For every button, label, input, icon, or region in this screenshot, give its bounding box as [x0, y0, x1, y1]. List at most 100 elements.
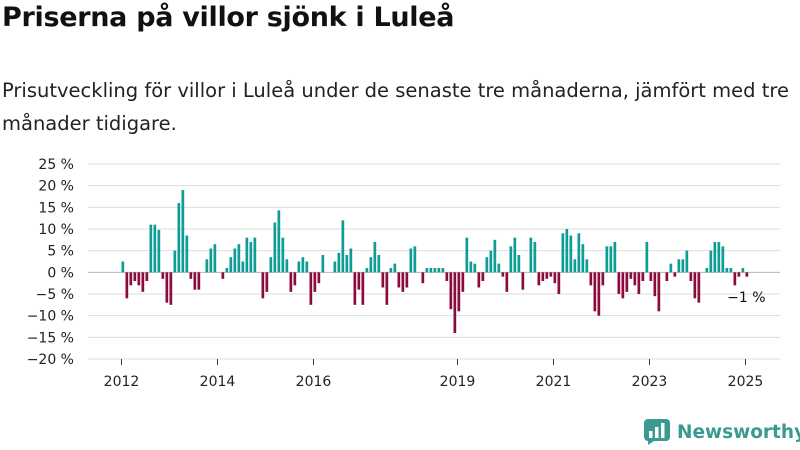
bar — [341, 220, 345, 273]
bar — [561, 233, 565, 273]
bar-chart: 25 % 20 % 15 % 10 % 5 % 0 % −5 % −10 % −15 % −20 … — [27, 157, 780, 390]
bar — [345, 255, 349, 273]
bar — [197, 272, 201, 290]
bar — [505, 272, 509, 292]
bar — [421, 272, 425, 284]
bar — [309, 272, 313, 305]
bar — [617, 272, 621, 294]
bar — [425, 268, 429, 273]
bar — [301, 257, 305, 273]
bar — [625, 272, 629, 292]
bar — [641, 272, 645, 281]
bar — [601, 272, 605, 286]
bar — [569, 235, 573, 273]
bar — [721, 246, 725, 273]
bar — [229, 257, 233, 273]
bar — [281, 237, 285, 273]
bar — [409, 248, 413, 273]
x-tick-label: 2014 — [200, 374, 236, 390]
bar — [593, 272, 597, 312]
bar — [261, 272, 265, 299]
bar — [337, 252, 341, 273]
bar — [449, 272, 453, 310]
bar — [557, 272, 561, 294]
bar — [677, 259, 681, 273]
bar — [413, 246, 417, 273]
bar — [305, 261, 309, 273]
bar — [589, 272, 593, 286]
bar — [609, 246, 613, 273]
last-value-label: −1 % — [727, 290, 765, 306]
bar — [441, 268, 445, 273]
y-tick-label: 15 % — [38, 200, 74, 216]
bar — [509, 246, 513, 273]
bar — [621, 272, 625, 299]
bar — [517, 255, 521, 273]
bar — [477, 272, 481, 288]
bar — [697, 272, 701, 303]
bar — [693, 272, 697, 299]
bar — [353, 272, 357, 305]
bar — [141, 272, 145, 292]
bar — [241, 261, 245, 273]
bar — [665, 272, 669, 281]
y-tick-label: 20 % — [38, 179, 74, 195]
bar — [553, 272, 557, 284]
bar — [545, 272, 549, 279]
bar — [401, 272, 405, 292]
bar — [237, 244, 241, 273]
bar — [133, 272, 137, 281]
bar — [165, 272, 169, 303]
bar — [373, 242, 377, 273]
x-tick-label: 2019 — [440, 374, 476, 390]
bar — [737, 272, 741, 277]
bar — [705, 268, 709, 273]
bar — [405, 272, 409, 288]
bar — [445, 272, 449, 281]
bar — [277, 210, 281, 273]
bar — [653, 272, 657, 297]
bar — [689, 272, 693, 281]
bar — [265, 272, 269, 292]
bar — [717, 242, 721, 273]
bar — [129, 272, 133, 286]
y-tick-label: −15 % — [27, 330, 74, 346]
bar — [469, 261, 473, 273]
bar — [465, 237, 469, 273]
bar — [333, 261, 337, 273]
bar — [669, 263, 673, 273]
bar — [585, 259, 589, 273]
bar — [365, 268, 369, 273]
x-tick-label: 2012 — [104, 374, 140, 390]
bar — [157, 229, 161, 273]
bar — [273, 222, 277, 273]
bar — [605, 246, 609, 273]
bar — [317, 272, 321, 284]
y-tick-label: −20 % — [27, 352, 74, 368]
bar — [581, 244, 585, 273]
y-tick-label: −5 % — [36, 287, 74, 303]
bar — [485, 257, 489, 273]
bar — [497, 263, 501, 273]
y-tick-label: 0 % — [47, 265, 74, 281]
bar — [461, 272, 465, 292]
bar — [673, 272, 677, 277]
bar — [293, 272, 297, 286]
bar — [145, 272, 149, 281]
chart-title: Priserna på villor sjönk i Luleå — [2, 2, 455, 33]
bar — [397, 272, 401, 288]
bar — [573, 259, 577, 273]
bar — [433, 268, 437, 273]
bar — [161, 272, 165, 279]
bar — [297, 261, 301, 273]
bar — [473, 263, 477, 273]
bar — [249, 242, 253, 273]
bar — [153, 224, 157, 273]
bar — [289, 272, 293, 292]
bar — [389, 268, 393, 273]
bar — [125, 272, 129, 299]
bar — [493, 239, 497, 273]
bar — [205, 259, 209, 273]
bar — [709, 250, 713, 273]
bar — [613, 242, 617, 273]
